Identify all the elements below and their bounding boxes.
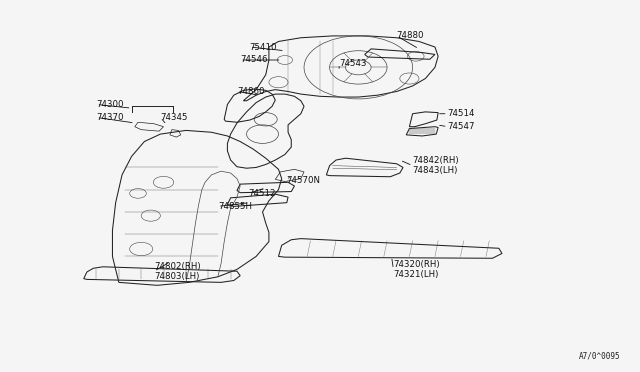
Text: 74860: 74860 [237, 87, 264, 96]
Text: 74855H: 74855H [218, 202, 252, 211]
Text: 74842(RH)
74843(LH): 74842(RH) 74843(LH) [413, 156, 460, 175]
Text: 74370: 74370 [97, 113, 124, 122]
Text: 74514: 74514 [448, 109, 476, 118]
Text: 74300: 74300 [97, 100, 124, 109]
Text: 74320(RH)
74321(LH): 74320(RH) 74321(LH) [394, 260, 440, 279]
Text: 74570N: 74570N [287, 176, 321, 185]
Text: 75410: 75410 [250, 42, 277, 51]
Text: 74802(RH)
74803(LH): 74802(RH) 74803(LH) [154, 262, 200, 281]
Text: 74547: 74547 [448, 122, 476, 131]
Text: 74546: 74546 [240, 55, 268, 64]
Text: 74880: 74880 [397, 31, 424, 41]
Text: 74512: 74512 [248, 189, 276, 198]
Text: A7/0^0095: A7/0^0095 [579, 351, 620, 360]
Text: 74345: 74345 [161, 113, 188, 122]
Text: 74543: 74543 [339, 59, 367, 68]
